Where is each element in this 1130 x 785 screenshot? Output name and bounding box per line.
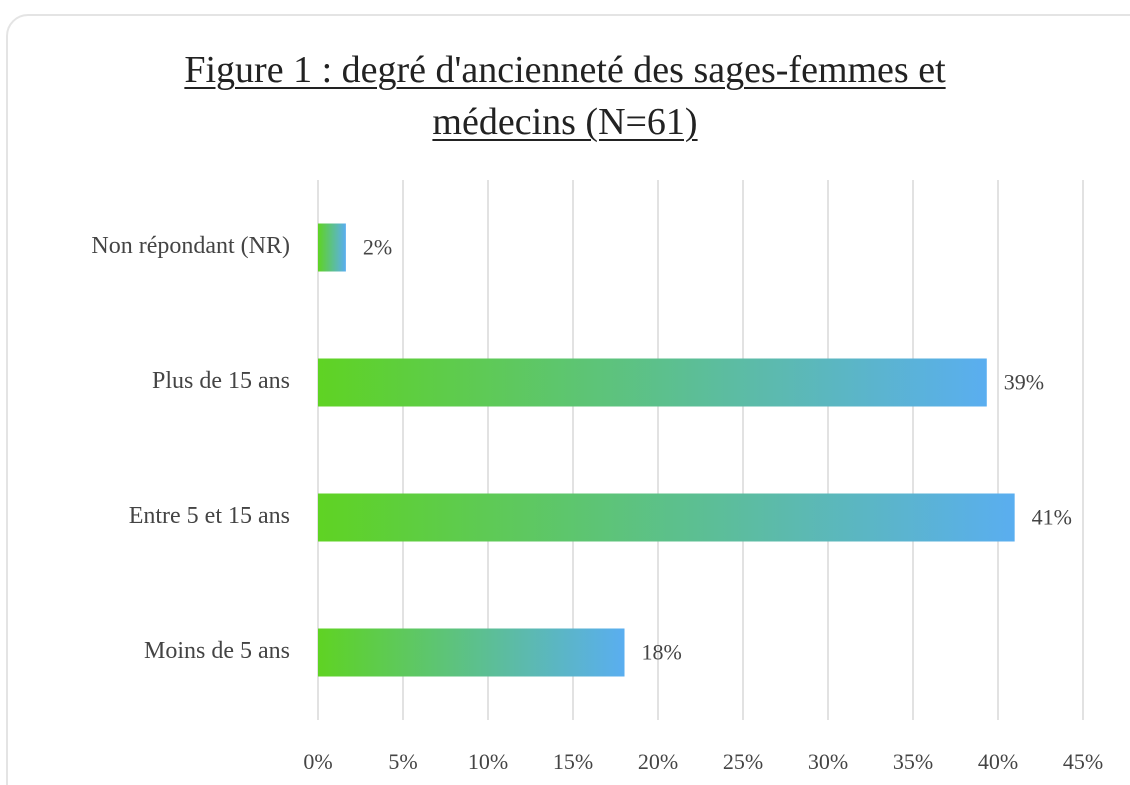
value-label: 2%: [363, 235, 392, 260]
value-label: 41%: [1032, 505, 1072, 530]
x-tick-label: 40%: [978, 749, 1018, 774]
x-tick-label: 45%: [1063, 749, 1103, 774]
chart-title: Figure 1 : degré d'ancienneté des sages-…: [184, 49, 946, 143]
x-tick-label: 35%: [893, 749, 933, 774]
x-tick-label: 15%: [553, 749, 593, 774]
value-label: 18%: [642, 640, 682, 665]
x-tick-label: 0%: [303, 749, 332, 774]
x-tick-label: 30%: [808, 749, 848, 774]
bar: [318, 358, 987, 407]
x-tick-label: 25%: [723, 749, 763, 774]
y-tick-label: Moins de 5 ans: [144, 638, 290, 664]
bar: [318, 223, 346, 272]
y-tick-label: Plus de 15 ans: [152, 368, 290, 394]
value-label: 39%: [1004, 370, 1044, 395]
x-tick-label: 20%: [638, 749, 678, 774]
x-tick-label: 10%: [468, 749, 508, 774]
chart-card: [6, 14, 1130, 785]
y-tick-label: Entre 5 et 15 ans: [129, 503, 290, 529]
bar: [318, 493, 1015, 542]
y-tick-label: Non répondant (NR): [91, 233, 290, 259]
x-tick-label: 5%: [388, 749, 417, 774]
bar: [318, 628, 625, 677]
